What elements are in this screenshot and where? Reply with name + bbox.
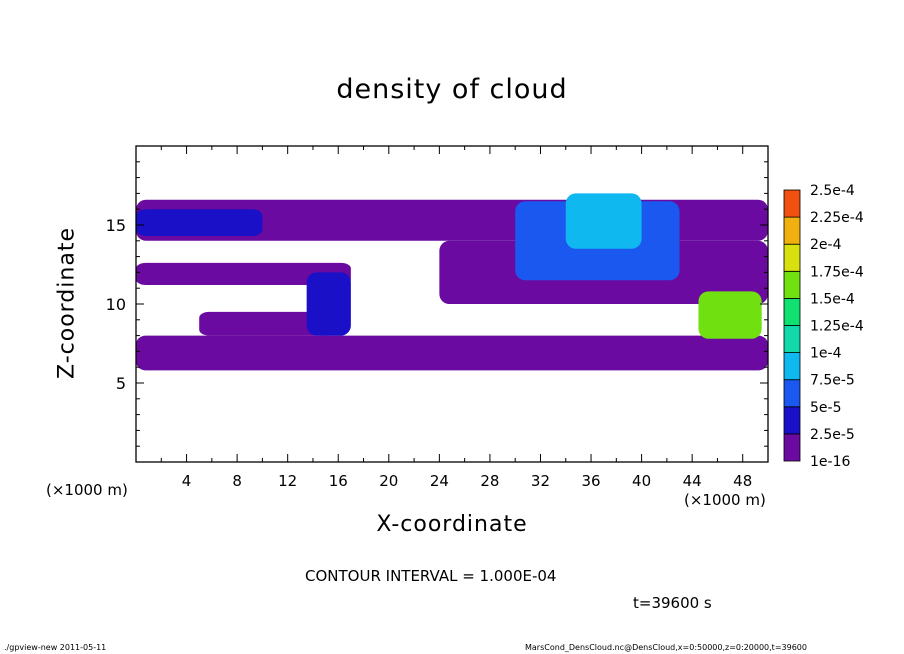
x-tick-label-32: 32 [531,472,550,490]
x-tick-label-36: 36 [581,472,600,490]
colorbar-swatch-4 [783,325,801,354]
y-tick-label-15: 15 [106,216,126,235]
contour-interval-text: CONTOUR INTERVAL = 1.000E-04 [305,567,557,585]
x-axis-label: X-coordinate [376,512,528,537]
colorbar-label-3: 7.5e-5 [810,373,855,389]
colorbar: 1e-16 2.5e-5 5e-5 7.5e-5 1e-4 1.25e-4 1.5e-4 1.… [783,183,864,470]
x-tick-label-48: 48 [733,472,752,490]
y-tick-label-10: 10 [106,295,126,314]
x-tick-label-16: 16 [329,472,348,490]
colorbar-label-9: 2.25e-4 [810,210,864,226]
colorbar-swatch-8 [783,216,801,245]
y-tick-label-5: 5 [116,374,126,393]
colorbar-label-1: 2.5e-5 [810,427,855,443]
colorbar-swatch-2 [783,379,801,408]
colorbar-label-0: 1e-16 [810,454,850,470]
x-tick-label-4: 4 [182,472,192,490]
colorbar-swatch-0 [783,433,801,462]
cloud-region-1 [136,335,768,371]
x-tick-label-40: 40 [632,472,651,490]
chart-title: density of cloud [336,74,568,105]
colorbar-swatch-6 [783,270,801,299]
x-tick-label-24: 24 [430,472,449,490]
x-tick-label-20: 20 [379,472,398,490]
colorbar-swatch-1 [783,406,801,435]
cloud-region-2 [199,311,339,336]
x-tick-label-12: 12 [278,472,297,490]
cloud-region-7 [306,272,351,336]
colorbar-label-5: 1.25e-4 [810,319,864,335]
colorbar-label-8: 2e-4 [810,237,842,253]
cloud-region-10 [698,291,762,339]
footer-right-text: MarsCond_DensCloud.nc@DensCloud,x=0:5000… [525,643,807,652]
colorbar-swatch-7 [783,243,801,272]
y-axis-label: Z-coordinate [54,227,80,379]
x-tick-label-28: 28 [480,472,499,490]
colorbar-label-4: 1e-4 [810,346,842,362]
x-unit-label-left: (×1000 m) [46,481,128,499]
colorbar-label-7: 1.75e-4 [810,264,864,280]
time-label: t=39600 s [633,594,712,612]
x-axis: 4 8 12 16 20 24 28 32 36 40 44 48 [160,146,752,490]
plot-area [136,193,768,371]
y-axis: 5 10 15 [106,161,768,447]
colorbar-swatch-3 [783,352,801,381]
cloud-region-3 [136,262,351,286]
colorbar-label-6: 1.5e-4 [810,291,855,307]
cloud-region-6 [136,209,263,237]
colorbar-label-10: 2.5e-4 [810,183,855,199]
colorbar-label-2: 5e-5 [810,400,841,416]
colorbar-swatch-9 [783,189,801,218]
colorbar-swatch-5 [783,297,801,326]
footer-left-text: ./gpview-new 2011-05-11 [4,643,107,652]
x-tick-label-8: 8 [232,472,242,490]
x-tick-label-44: 44 [683,472,702,490]
x-unit-label-right: (×1000 m) [684,491,766,509]
cloud-region-9 [565,193,642,249]
